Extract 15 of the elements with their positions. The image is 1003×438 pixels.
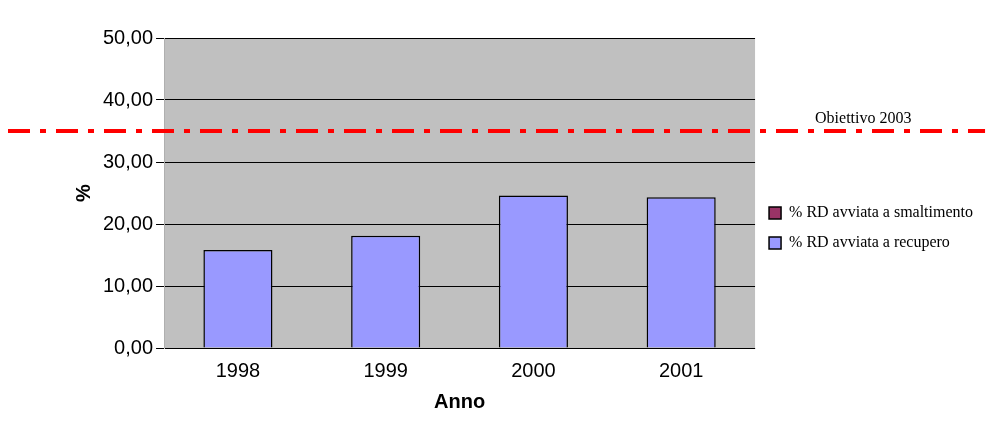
- x-tick-label: 2000: [511, 358, 556, 381]
- x-axis-title: Anno: [434, 389, 486, 412]
- x-tick-label: 1998: [215, 358, 261, 381]
- x-tick-label: 2001: [658, 358, 704, 381]
- x-tick-label: 1999: [363, 358, 408, 381]
- y-tick-label: 10,00: [102, 273, 154, 296]
- y-tick-label: 40,00: [102, 87, 154, 110]
- y-tick-label: 50,00: [102, 25, 154, 48]
- y-tick-label: 20,00: [102, 211, 154, 234]
- y-axis-title: %: [71, 183, 94, 202]
- legend-label: % RD avviata a recupero: [789, 233, 950, 252]
- y-tick-label: 30,00: [102, 149, 154, 172]
- y-tick-label: 0,00: [114, 335, 154, 358]
- legend-label: % RD avviata a smaltimento: [789, 203, 973, 221]
- ref-line-label: Obiettivo 2003: [815, 109, 912, 127]
